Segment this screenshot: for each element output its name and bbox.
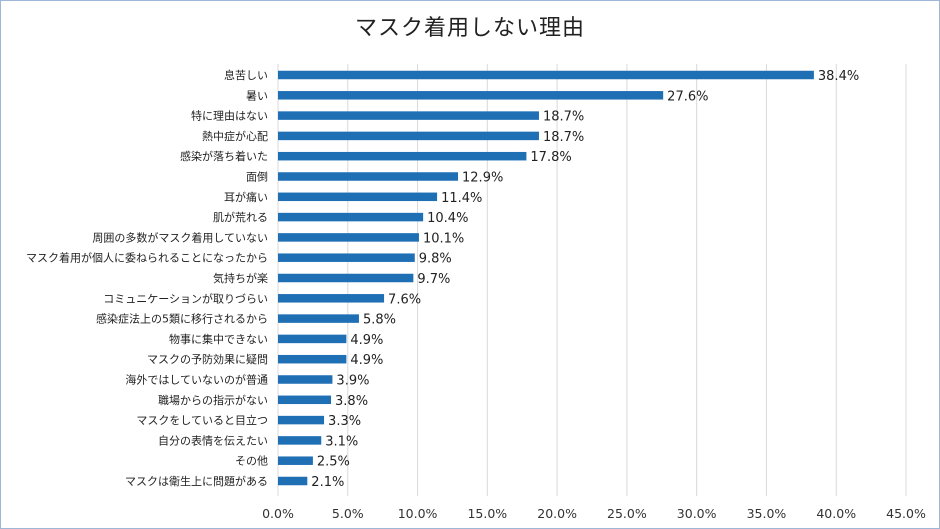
value-label: 3.3% (328, 414, 361, 429)
x-tick-label: 25.0% (607, 506, 647, 521)
value-label: 10.1% (423, 231, 464, 246)
bar (278, 415, 325, 425)
x-tick-label: 0.0% (262, 506, 294, 521)
category-label: その他 (235, 455, 268, 468)
category-label: 感染症法上の5類に移行されるから (96, 312, 268, 326)
x-tick-label: 35.0% (747, 506, 787, 521)
bar-layer (278, 70, 814, 486)
bar (278, 314, 359, 323)
x-tick-label: 15.0% (467, 506, 507, 521)
value-label: 27.6% (667, 89, 708, 104)
label-layer: 息苦しい 38.4% 暑い 27.6% 特に理由はない 18.7% 熱中症が心配 18.7% 感… (26, 68, 859, 490)
bar (278, 233, 419, 242)
value-label: 12.9% (462, 171, 503, 186)
grid-layer (277, 64, 907, 496)
category-label: 感染が落ち着いた (180, 149, 268, 163)
value-label: 17.8% (530, 150, 571, 165)
bar (278, 70, 814, 80)
value-label: 4.9% (350, 353, 383, 368)
x-axis-ticks: 0.0% 5.0% 10.0% 15.0% 20.0% 25.0% 30.0% 35.0% 40… (262, 506, 926, 521)
category-label: 耳が痛い (224, 190, 268, 204)
value-label: 2.5% (317, 455, 350, 470)
bar (278, 91, 664, 100)
category-label: 肌が荒れる (213, 210, 268, 224)
value-label: 7.6% (388, 292, 421, 307)
bar (278, 111, 539, 120)
category-label: マスクは衛生上に問題がある (125, 474, 268, 488)
x-tick-label: 10.0% (398, 506, 438, 521)
value-label: 3.1% (325, 434, 358, 449)
value-label: 3.8% (335, 394, 368, 409)
bar (278, 172, 459, 181)
category-label: 自分の表情を伝えたい (158, 433, 268, 447)
x-tick-label: 40.0% (816, 506, 856, 521)
value-label: 10.4% (427, 211, 468, 226)
value-label: 4.9% (350, 333, 383, 348)
category-label: 暑い (246, 89, 268, 102)
x-tick-label: 5.0% (332, 506, 364, 521)
bar (278, 436, 322, 445)
value-label: 18.7% (543, 130, 584, 145)
value-label: 11.4% (441, 191, 482, 206)
x-tick-label: 45.0% (886, 506, 926, 521)
category-label: 熱中症が心配 (202, 129, 268, 143)
bar (278, 151, 527, 161)
category-label: 周囲の多数がマスク着用していない (92, 230, 268, 244)
bar (278, 456, 313, 465)
bar (278, 131, 539, 141)
bar (278, 395, 332, 405)
bar (278, 253, 415, 262)
value-label: 3.9% (336, 374, 369, 389)
category-label: マスクをしていると目立つ (136, 413, 268, 427)
category-label: 特に理由はない (191, 109, 268, 123)
x-tick-label: 30.0% (677, 506, 717, 521)
category-label: 海外ではしていないのが普通 (125, 373, 268, 387)
value-label: 18.7% (543, 110, 584, 125)
category-label: 気持ちが楽 (213, 271, 268, 285)
category-label: 息苦しい (224, 68, 268, 82)
bar (278, 294, 385, 303)
value-label: 38.4% (818, 69, 859, 84)
bar (278, 212, 424, 222)
chart-title: マスク着用しない理由 (354, 16, 585, 41)
category-label: マスク着用が個人に委ねられることになったから (26, 251, 268, 265)
bar (278, 375, 333, 384)
category-label: マスクの予防効果に疑問 (147, 352, 268, 366)
category-label: コミュニケーションが取りづらい (103, 291, 268, 305)
value-label: 5.8% (363, 313, 396, 328)
category-label: 物事に集中できない (169, 332, 268, 346)
category-label: 面倒 (246, 171, 268, 184)
value-label: 2.1% (311, 475, 344, 490)
bar (278, 192, 438, 202)
bar (278, 273, 414, 283)
bar (278, 354, 347, 364)
value-label: 9.8% (419, 252, 452, 267)
value-label: 9.7% (417, 272, 450, 287)
category-label: 職場からの指示がない (158, 393, 268, 407)
bar (278, 476, 308, 486)
x-tick-label: 20.0% (537, 506, 577, 521)
bar (278, 334, 347, 344)
